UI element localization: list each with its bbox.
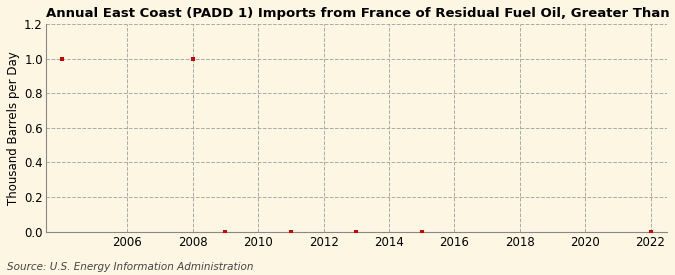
Text: Source: U.S. Energy Information Administration: Source: U.S. Energy Information Administ…: [7, 262, 253, 272]
Y-axis label: Thousand Barrels per Day: Thousand Barrels per Day: [7, 51, 20, 205]
Point: [188, 56, 198, 61]
Point: [645, 229, 656, 234]
Point: [416, 229, 427, 234]
Point: [286, 229, 296, 234]
Point: [57, 56, 68, 61]
Point: [220, 229, 231, 234]
Text: Annual East Coast (PADD 1) Imports from France of Residual Fuel Oil, Greater Tha: Annual East Coast (PADD 1) Imports from …: [46, 7, 675, 20]
Point: [351, 229, 362, 234]
